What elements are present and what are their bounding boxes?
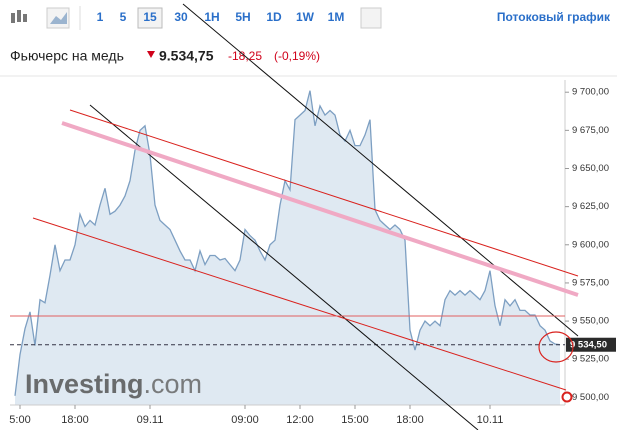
x-tick-label: 10.11 xyxy=(477,414,504,426)
y-tick-label: 9 600,00 xyxy=(572,239,609,250)
settings-icon[interactable] xyxy=(360,7,382,29)
x-tick-label: 18:00 xyxy=(61,414,89,426)
x-tick-label: 12:00 xyxy=(286,414,314,426)
interval-button[interactable]: 1H xyxy=(204,10,219,24)
area-icon-shape xyxy=(50,12,67,24)
y-tick-label: 9 500,00 xyxy=(572,392,609,403)
trend-line xyxy=(89,104,479,430)
trend-line xyxy=(182,3,579,337)
stream-link[interactable]: Потоковый график xyxy=(497,10,611,24)
instrument-name: Фьючерс на медь xyxy=(10,48,124,64)
last-price-label: 9 534,50 xyxy=(570,340,607,351)
candle-icon[interactable] xyxy=(11,10,27,23)
interval-button[interactable]: 15 xyxy=(143,10,157,24)
y-tick-label: 9 575,00 xyxy=(572,277,609,288)
y-tick-label: 9 675,00 xyxy=(572,125,609,136)
interval-button[interactable]: 1D xyxy=(266,10,282,24)
logo-suffix: .com xyxy=(144,369,203,399)
y-tick-label: 9 550,00 xyxy=(572,316,609,327)
channel-line xyxy=(69,109,579,277)
price-line xyxy=(14,90,561,396)
mid-line xyxy=(61,121,579,297)
x-tick-label: 15:00 xyxy=(341,414,369,426)
interval-button[interactable]: 5H xyxy=(235,10,250,24)
x-tick-label: 09.11 xyxy=(137,414,164,426)
interval-button[interactable]: 1M xyxy=(328,10,345,24)
channel-line xyxy=(32,217,567,391)
active-interval xyxy=(137,7,163,29)
interval-button[interactable]: 30 xyxy=(174,10,188,24)
x-tick-label: 09:00 xyxy=(231,414,259,426)
toolbar: Потоковый график 1 5 15 30 1H 5H 1D 1W 1M xyxy=(0,0,617,36)
y-tick-label: 9 650,00 xyxy=(572,163,609,174)
interval-button[interactable]: 1 xyxy=(97,10,104,24)
interval-button[interactable]: 1W xyxy=(296,10,315,24)
change-pct: (-0,19%) xyxy=(274,49,320,63)
logo-main: Investing xyxy=(25,369,144,399)
x-tick-label: 18:00 xyxy=(396,414,424,426)
y-tick-label: 9 525,00 xyxy=(572,354,609,365)
price: 9.534,75 xyxy=(159,48,214,64)
down-arrow xyxy=(147,51,155,58)
last-price-badge xyxy=(566,337,616,352)
drawings xyxy=(10,3,579,430)
y-tick-label: 9 625,00 xyxy=(572,201,609,212)
logo: Investing.com xyxy=(25,369,202,399)
x-tick-label: 5:00 xyxy=(9,414,30,426)
marker xyxy=(561,391,573,403)
y-tick-label: 9 700,00 xyxy=(572,87,609,98)
toolbar-bg xyxy=(0,0,617,36)
interval-button[interactable]: 5 xyxy=(120,10,127,24)
plot: 9 500,00 9 525,00 9 550,00 9 575,00 9 600,00… xyxy=(9,80,616,426)
highlight-circle xyxy=(538,331,574,363)
